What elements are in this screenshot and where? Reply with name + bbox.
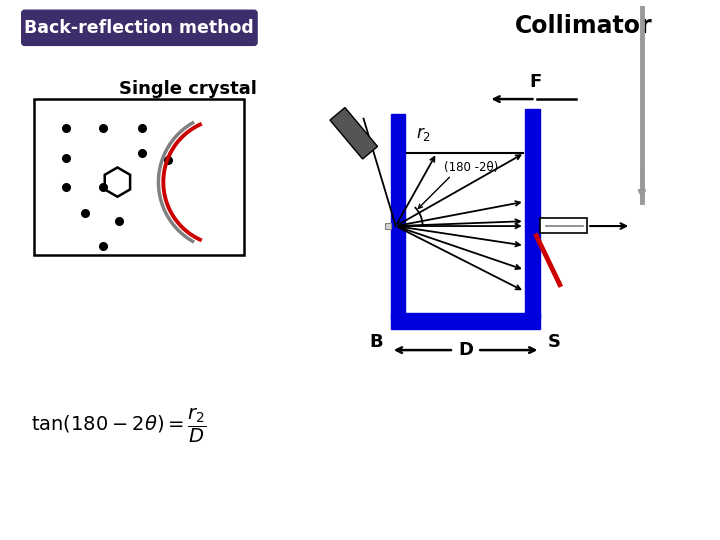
Text: Collimator: Collimator [515,14,652,38]
FancyBboxPatch shape [22,10,257,45]
Text: B: B [369,333,383,350]
Text: S: S [548,333,561,350]
Text: (180 -2θ): (180 -2θ) [444,161,498,174]
Text: Single crystal: Single crystal [119,80,256,98]
Bar [35,99,244,255]
Bar [391,114,405,319]
Bar [391,313,540,329]
Text: Back-reflection method: Back-reflection method [24,19,253,37]
Text: D: D [458,341,473,359]
Text: F: F [529,73,541,91]
Bar [540,218,588,233]
Bar [385,223,391,229]
Text: $r_2$: $r_2$ [416,125,431,143]
Polygon shape [330,107,377,159]
Bar [525,109,540,319]
Text: $\tan(180-2\theta)=\dfrac{r_2}{D}$: $\tan(180-2\theta)=\dfrac{r_2}{D}$ [32,407,207,446]
